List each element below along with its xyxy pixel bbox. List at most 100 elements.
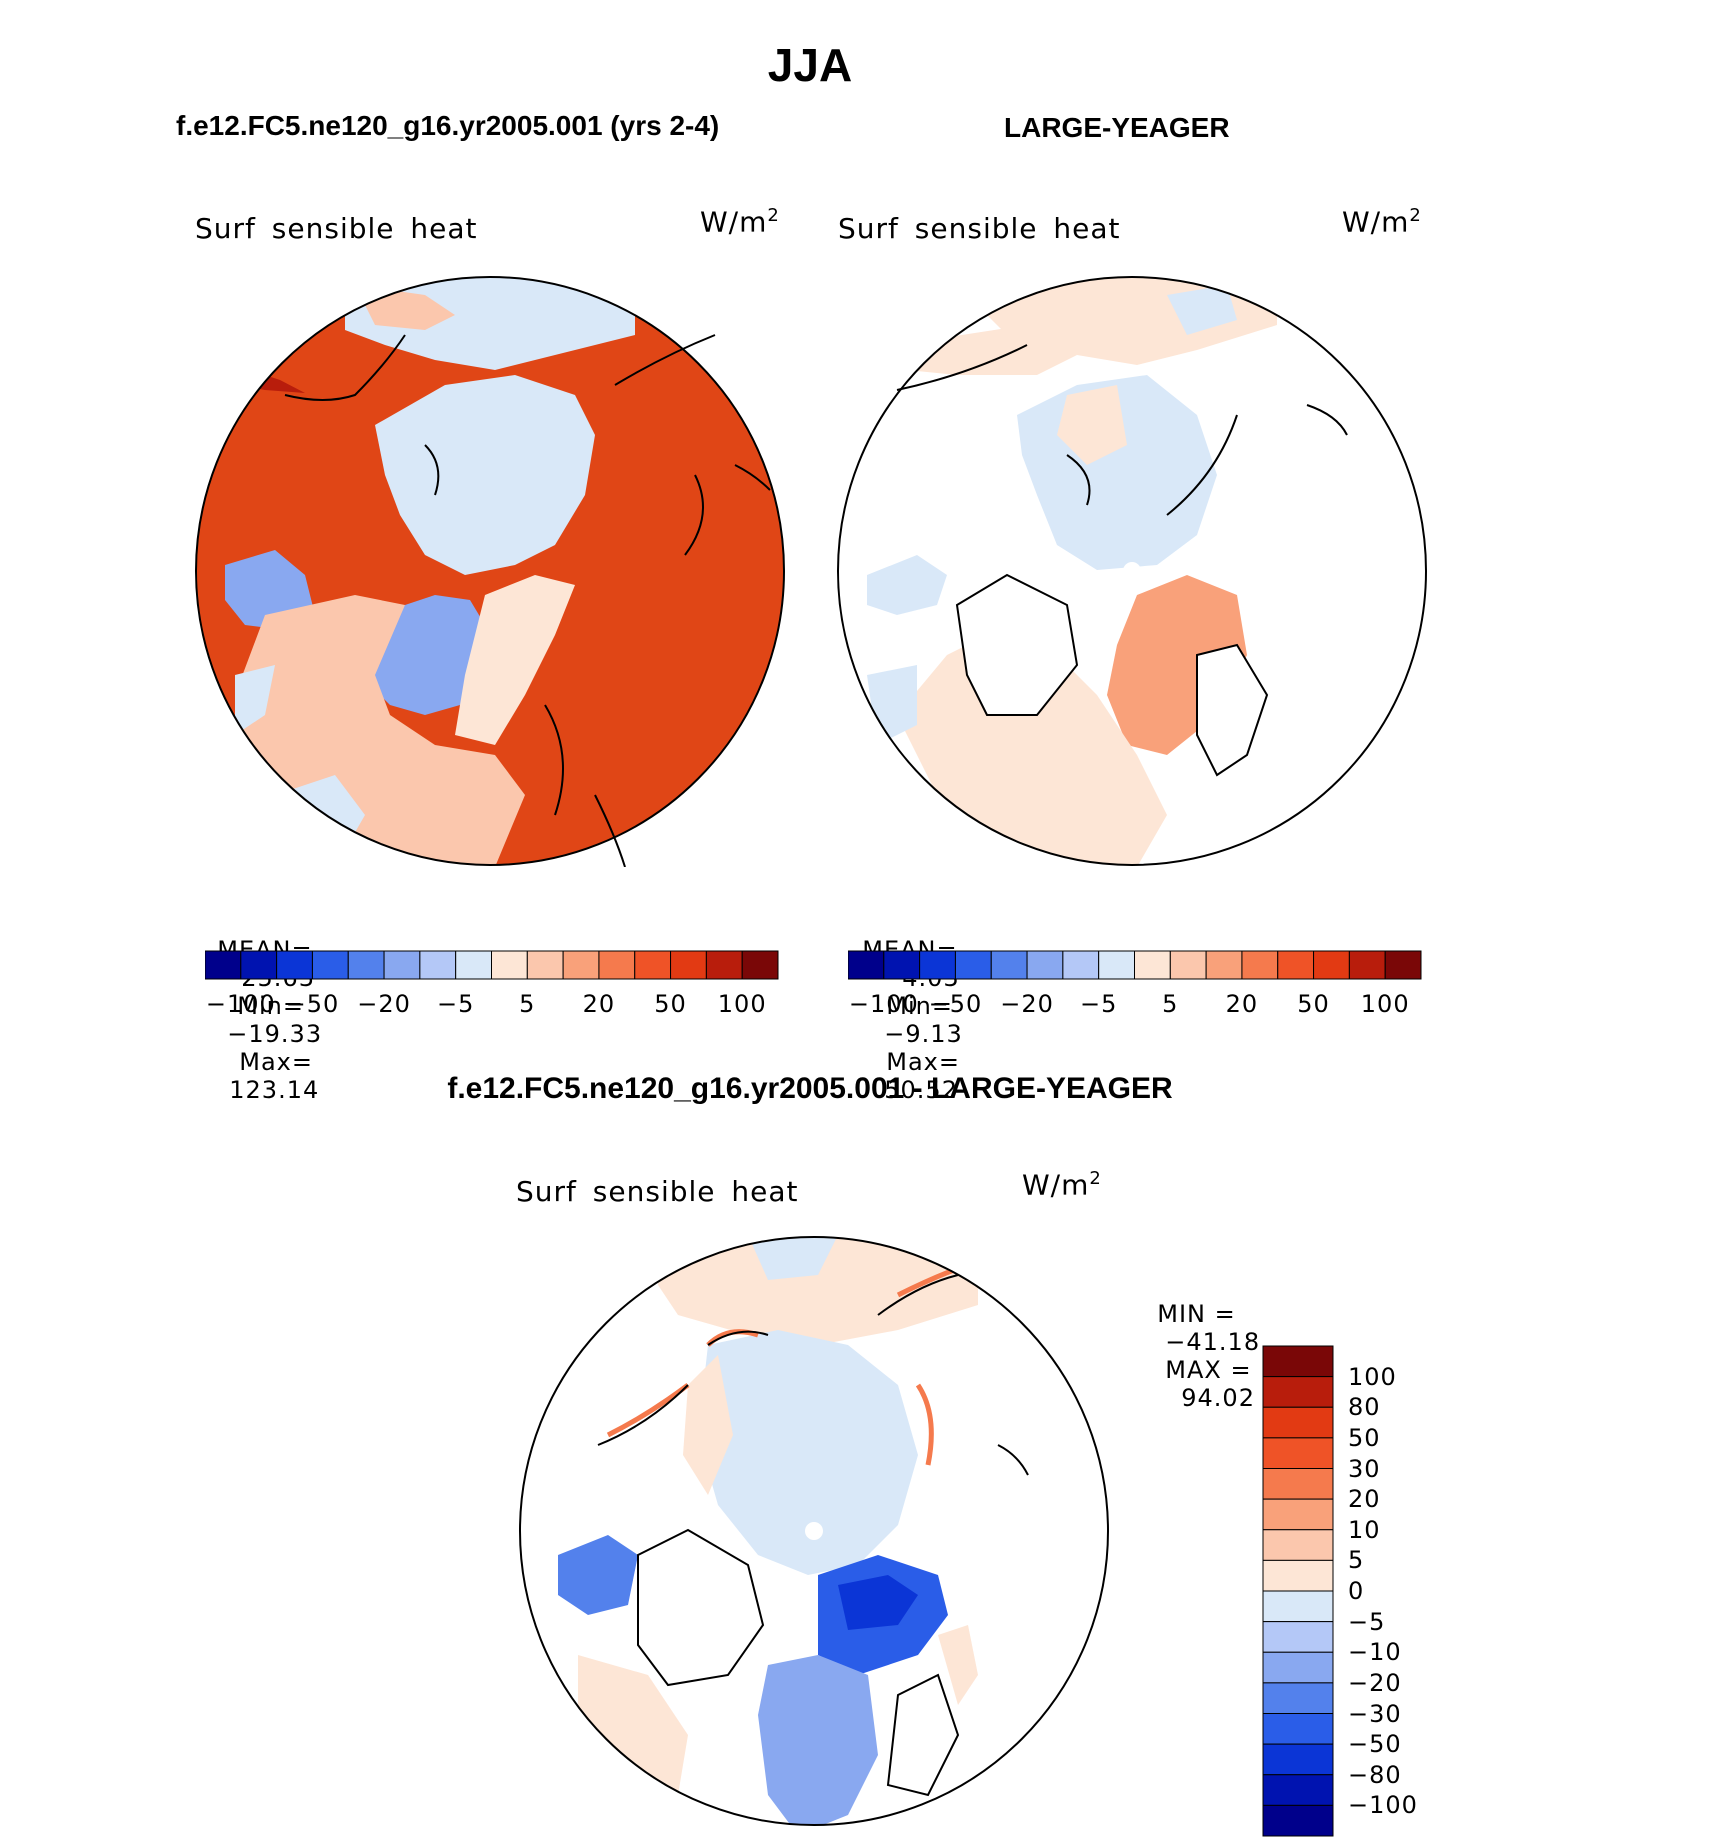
right-units-exponent: 2	[1409, 205, 1422, 226]
left-colorbar-box	[347, 950, 385, 980]
diff-units-exponent: 2	[1089, 1168, 1102, 1189]
left-max-value: 123.14	[229, 1076, 320, 1104]
right-colorbar-box	[919, 950, 956, 980]
right-colorbar-box	[1384, 950, 1422, 980]
right-colorbar-label: −20	[1000, 990, 1054, 1018]
diff-minmax: MIN = −41.18 MAX = 94.02	[1140, 1272, 1260, 1412]
diff-polar-map	[519, 1236, 1109, 1826]
left-colorbar-label: 100	[717, 990, 767, 1018]
diff-min-label: MIN =	[1157, 1300, 1236, 1328]
left-colorbar-box	[491, 950, 528, 980]
left-colorbar-label: 50	[654, 990, 687, 1018]
left-colorbar-box	[705, 950, 743, 980]
right-colorbar-box	[1348, 950, 1386, 980]
diff-colorbar-box	[1262, 1559, 1334, 1592]
left-colorbar-label: −50	[285, 990, 340, 1018]
right-colorbar-label: 20	[1225, 990, 1259, 1018]
diff-colorbar-label: −5	[1348, 1607, 1386, 1636]
diff-variable-label: Surf sensible heat	[516, 1175, 799, 1208]
left-colorbar-label: −20	[357, 990, 411, 1018]
diff-colorbar-label: −50	[1348, 1730, 1402, 1759]
left-variable-label: Surf sensible heat	[195, 212, 478, 245]
diff-colorbar-label: 80	[1348, 1393, 1381, 1422]
diff-colorbar-label: 50	[1348, 1423, 1381, 1452]
right-colorbar-box	[1277, 950, 1315, 980]
diff-colorbar-box	[1262, 1376, 1334, 1408]
diff-colorbar-label: −30	[1348, 1699, 1402, 1728]
left-colorbar	[205, 950, 779, 980]
right-colorbar-box	[1026, 950, 1064, 980]
right-colorbar-label: −5	[1079, 990, 1118, 1018]
right-colorbar-box	[883, 950, 921, 980]
left-colorbar-label: −100	[205, 990, 276, 1018]
right-colorbar-box	[1098, 950, 1135, 980]
diff-max-label: MAX =	[1165, 1356, 1252, 1384]
diff-colorbar-boxes	[1262, 1345, 1334, 1837]
left-colorbar-box	[562, 950, 600, 980]
diff-colorbar-box	[1262, 1468, 1334, 1500]
right-variable-label: Surf sensible heat	[838, 212, 1121, 245]
right-max-label: Max=	[886, 1048, 960, 1076]
left-colorbar-box	[598, 950, 636, 980]
left-colorbar-box	[526, 950, 564, 980]
left-max-label: Max=	[239, 1048, 313, 1076]
right-colorbar-label: 5	[1162, 990, 1179, 1018]
left-colorbar-label: −5	[436, 990, 475, 1018]
diff-colorbar	[1262, 1345, 1334, 1837]
diff-colorbar-box	[1262, 1804, 1334, 1837]
diff-colorbar-box	[1262, 1621, 1334, 1653]
right-colorbar-label: −100	[848, 990, 919, 1018]
diff-colorbar-label: −20	[1348, 1668, 1402, 1697]
right-colorbar-label: 100	[1360, 990, 1410, 1018]
left-polar-map	[195, 276, 785, 867]
diff-max-value: 94.02	[1181, 1384, 1255, 1412]
left-units-exponent: 2	[767, 205, 780, 226]
right-min-value: −9.13	[884, 1020, 963, 1048]
right-colorbar-box	[1134, 950, 1171, 980]
diff-colorbar-box	[1262, 1345, 1334, 1378]
right-colorbar	[848, 950, 1422, 980]
diff-colorbar-label: 100	[1348, 1362, 1397, 1391]
diff-colorbar-label: 0	[1348, 1577, 1365, 1605]
diff-min-value: −41.18	[1165, 1328, 1261, 1356]
diff-colorbar-label: −100	[1348, 1791, 1418, 1820]
left-colorbar-labels: −100 −50 −20 −5 5 20 50 100	[205, 990, 780, 1020]
left-colorbar-box	[741, 950, 779, 980]
left-units-label: W/m2	[700, 205, 780, 238]
left-colorbar-box	[670, 950, 707, 980]
right-colorbar-labels: −100 −50 −20 −5 5 20 50 100	[848, 990, 1423, 1020]
right-case-title: LARGE-YEAGER	[1004, 112, 1230, 143]
right-min-label: Min=	[886, 992, 953, 1020]
right-colorbar-label: −50	[928, 990, 983, 1018]
diff-colorbar-label: 30	[1348, 1454, 1381, 1483]
right-colorbar-box	[954, 950, 992, 980]
diff-colorbar-box	[1262, 1590, 1334, 1623]
right-max-value: 50.52	[884, 1076, 958, 1104]
diff-colorbar-labels: 100 80 50 30 20 10 5 0 −5 −10 −20 −30 −50 −80 −100	[1348, 1345, 1468, 1837]
right-colorbar-box	[1205, 950, 1243, 980]
left-colorbar-box	[240, 950, 278, 980]
right-colorbar-box	[1313, 950, 1350, 980]
diff-colorbar-box	[1262, 1651, 1334, 1684]
diff-colorbar-box	[1262, 1406, 1334, 1439]
right-colorbar-box	[1241, 950, 1279, 980]
diff-colorbar-box	[1262, 1529, 1334, 1561]
left-colorbar-box	[455, 950, 492, 980]
right-colorbar-box	[848, 950, 885, 980]
right-colorbar-label: 50	[1297, 990, 1330, 1018]
left-min-value: −19.33	[227, 1020, 323, 1048]
right-colorbar-boxes	[848, 950, 1422, 980]
diff-colorbar-box	[1262, 1774, 1334, 1806]
left-colorbar-label: 20	[582, 990, 616, 1018]
left-min-label: Min=	[237, 992, 304, 1020]
diff-colorbar-box	[1262, 1713, 1334, 1745]
diff-colorbar-box	[1262, 1682, 1334, 1714]
diff-units-label: W/m2	[1022, 1168, 1102, 1201]
diff-colorbar-box	[1262, 1498, 1334, 1531]
diff-title: f.e12.FC5.ne120_g16.yr2005.001 - LARGE-Y…	[447, 1072, 1173, 1105]
right-units-label: W/m2	[1342, 205, 1422, 238]
left-colorbar-box	[311, 950, 349, 980]
season-title: JJA	[767, 39, 853, 91]
diff-colorbar-label: 5	[1348, 1546, 1365, 1575]
left-case-title: f.e12.FC5.ne120_g16.yr2005.001 (yrs 2-4)	[176, 110, 720, 141]
